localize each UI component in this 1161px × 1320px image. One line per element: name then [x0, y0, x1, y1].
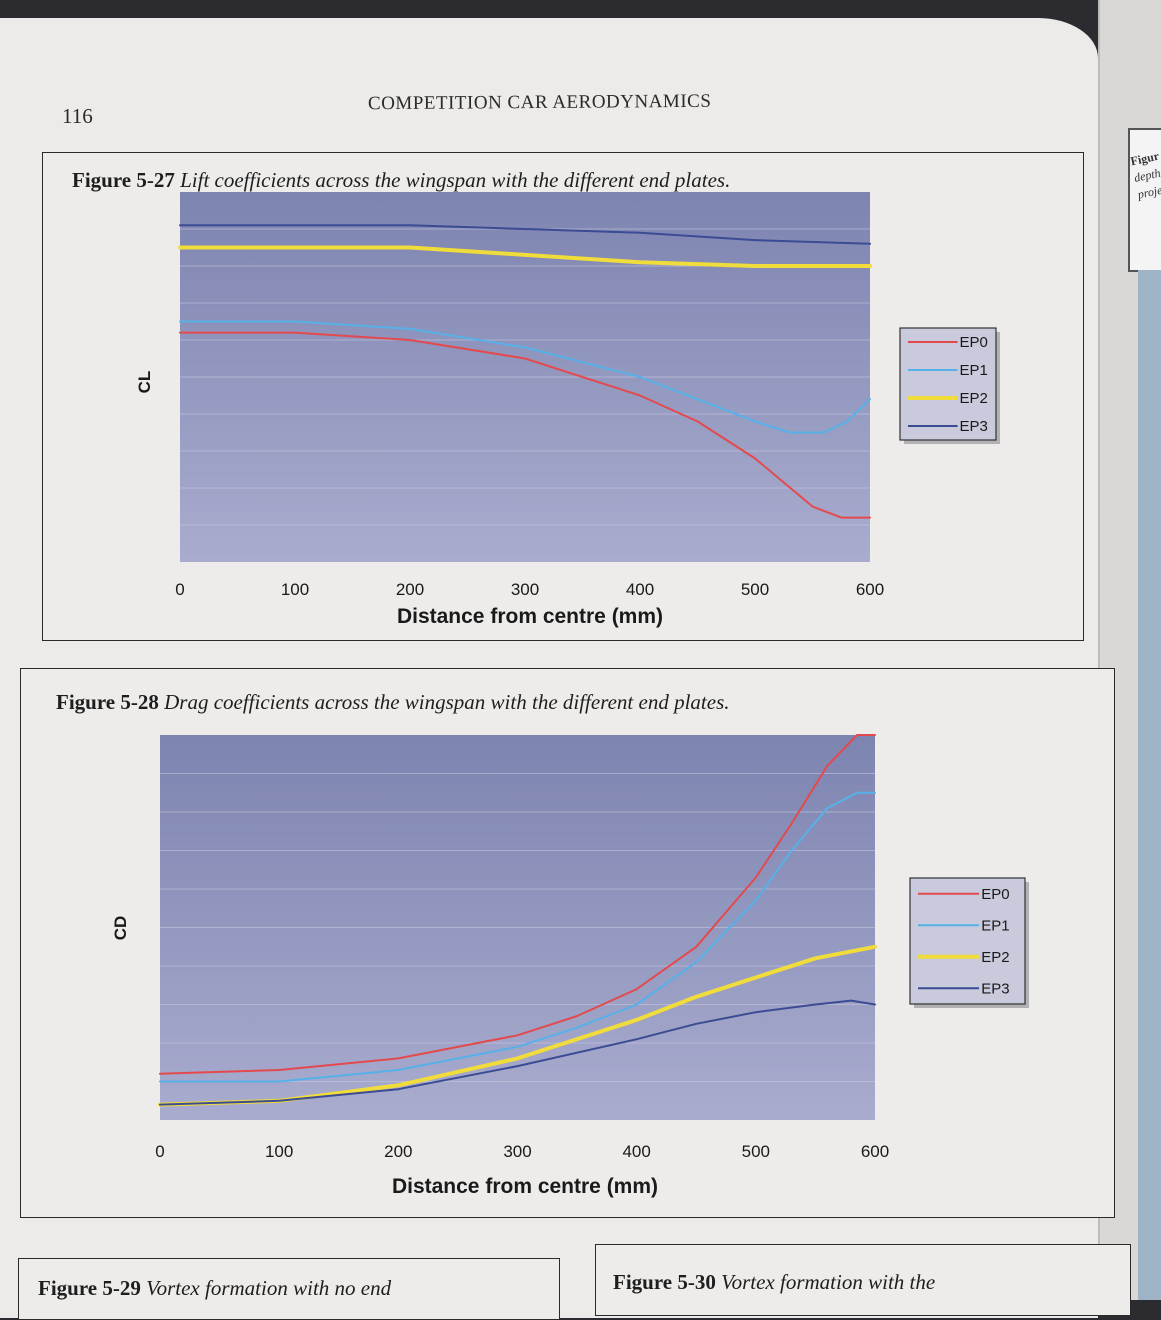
x-tick-label: 300 — [503, 1142, 531, 1161]
x-tick-label: 200 — [384, 1142, 412, 1161]
x-tick-label: 0 — [175, 580, 184, 599]
series-line-ep3 — [179, 224, 871, 245]
series-line-ep0 — [159, 734, 876, 1075]
x-axis-label: Distance from centre (mm) — [392, 1175, 658, 1198]
y-axis-label: CD — [111, 916, 130, 941]
next-page-image-strip — [1138, 270, 1161, 1300]
legend-box — [909, 877, 1026, 1005]
figure-number: Figure 5-27 — [72, 168, 175, 192]
figure-number: Figure 5-29 — [38, 1276, 141, 1300]
figure-caption-text: Drag coefficients across the wingspan wi… — [164, 690, 730, 714]
figure-5-27-caption: Figure 5-27 Lift coefficients across the… — [72, 168, 730, 193]
x-tick-label: 500 — [742, 1142, 770, 1161]
legend-box — [899, 327, 997, 441]
legend-label-ep0: EP0 — [981, 886, 1009, 903]
next-page-figure-box — [1128, 128, 1161, 272]
series-line-ep3 — [159, 999, 876, 1106]
legend-label-ep2: EP2 — [960, 390, 988, 407]
x-tick-label: 200 — [396, 580, 424, 599]
x-tick-label: 300 — [511, 580, 539, 599]
x-axis-label: Distance from centre (mm) — [397, 605, 663, 628]
x-tick-label: 0 — [155, 1142, 164, 1161]
figure-5-29-caption: Figure 5-29 Vortex formation with no end — [38, 1276, 391, 1301]
x-tick-label: 600 — [856, 580, 884, 599]
series-line-ep1 — [159, 791, 876, 1083]
legend-label-ep3: EP3 — [960, 418, 988, 435]
legend-label-ep2: EP2 — [981, 949, 1009, 966]
figure-caption-text: Vortex formation with no end — [146, 1276, 392, 1300]
series-line-ep2 — [178, 245, 872, 268]
x-tick-label: 400 — [626, 580, 654, 599]
figure-5-28-caption: Figure 5-28 Drag coefficients across the… — [56, 690, 730, 715]
series-line-ep1 — [179, 320, 871, 434]
figure-number: Figure 5-28 — [56, 690, 159, 714]
legend-label-ep1: EP1 — [960, 362, 988, 379]
figure-caption-text: Lift coefficients across the wingspan wi… — [180, 168, 731, 192]
legend-label-ep0: EP0 — [960, 334, 988, 351]
figure-5-30-caption: Figure 5-30 Vortex formation with the — [613, 1270, 935, 1295]
x-tick-label: 400 — [622, 1142, 650, 1161]
x-tick-label: 100 — [281, 580, 309, 599]
legend-label-ep1: EP1 — [981, 917, 1009, 934]
page-number: 116 — [62, 104, 93, 128]
x-tick-label: 600 — [861, 1142, 889, 1161]
series-line-ep2 — [158, 944, 877, 1107]
y-axis-label: CL — [135, 371, 154, 394]
figure-caption-text: Vortex formation with the — [721, 1270, 936, 1294]
x-tick-label: 500 — [741, 580, 769, 599]
figure-number: Figure 5-30 — [613, 1270, 716, 1294]
legend-label-ep3: EP3 — [981, 980, 1009, 997]
x-tick-label: 100 — [265, 1142, 293, 1161]
series-line-ep0 — [179, 331, 871, 519]
